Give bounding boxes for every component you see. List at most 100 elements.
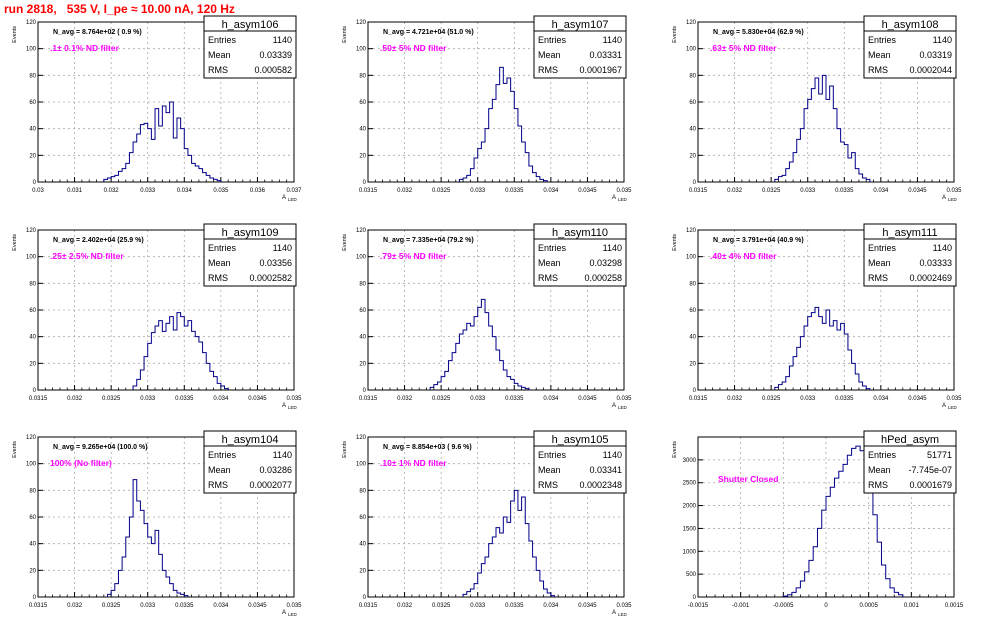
stats-label-mean: Mean: [868, 258, 891, 268]
filter-note: .79± 5% ND filter: [380, 251, 447, 261]
filter-note: .10± 1% ND filter: [380, 458, 447, 468]
y-tick-label: 80: [29, 488, 36, 494]
histogram-panel-h_asym107: 0.0315 0.032 0.0325 0.033 0.0335 0.034 0.0345 0…: [342, 15, 632, 202]
histogram-line: [132, 312, 229, 390]
x-tick-label: 0.0345: [578, 188, 597, 194]
x-axis-label: A LED: [282, 610, 298, 617]
y-tick-label: 40: [359, 542, 366, 548]
y-tick-label: 2500: [683, 481, 697, 487]
n-avg-label: N_avg = 8.854e+03 ( 9.6 %): [383, 444, 472, 451]
n-avg-label: N_avg = 7.335e+04 (79.2 %): [383, 237, 474, 244]
y-axis-label: Events: [12, 26, 18, 43]
y-tick-label: 120: [686, 228, 697, 234]
x-tick-label: 0.037: [286, 188, 302, 194]
histogram-line: [458, 66, 548, 182]
stats-box: [203, 223, 297, 287]
x-tick-label: 0.0325: [762, 396, 781, 402]
stats-label-entries: Entries: [868, 450, 897, 460]
y-tick-label: 120: [356, 228, 367, 234]
filter-note: .50± 5% ND filter: [380, 43, 447, 53]
stats-label-mean: Mean: [538, 258, 561, 268]
y-axis-label: Events: [342, 234, 348, 251]
x-axis-label: A LED: [612, 610, 628, 617]
x-tick-label: 0.0315: [29, 603, 48, 609]
y-tick-label: 80: [29, 73, 36, 79]
y-tick-label: 3000: [683, 458, 697, 464]
y-tick-label: 20: [689, 361, 696, 367]
x-axis-label: A LED: [282, 403, 298, 410]
stats-label-entries: Entries: [208, 243, 237, 253]
stats-value-rms: 0.0001679: [909, 480, 952, 490]
n-avg-label: N_avg = 3.791e+04 (40.9 %): [713, 237, 804, 244]
y-tick-label: 100: [26, 255, 37, 261]
stats-box-title: h_asym106: [222, 19, 279, 31]
y-tick-label: 2000: [683, 504, 697, 510]
y-tick-label: 0: [693, 595, 697, 601]
y-tick-label: 80: [689, 73, 696, 79]
stats-value-mean: 0.03319: [919, 50, 952, 60]
x-tick-label: 0.033: [140, 603, 156, 609]
stats-value-mean: 0.03286: [259, 465, 292, 475]
x-tick-label: 0.034: [177, 188, 193, 194]
y-tick-label: 20: [29, 153, 36, 159]
x-tick-label: 0.036: [250, 188, 266, 194]
stats-box-title: h_asym110: [552, 227, 608, 239]
stats-label-rms: RMS: [868, 273, 888, 283]
stats-value-mean: 0.03331: [589, 50, 622, 60]
stats-label-rms: RMS: [538, 273, 558, 283]
x-tick-label: 0.001: [904, 603, 920, 609]
x-tick-label: 0.0315: [359, 188, 378, 194]
x-tick-label: 0.033: [470, 603, 486, 609]
y-tick-label: 80: [359, 281, 366, 287]
y-tick-label: 1500: [683, 526, 697, 532]
x-tick-label: 0.035: [946, 188, 962, 194]
x-tick-label: 0.0325: [102, 603, 121, 609]
y-tick-label: 0: [363, 388, 367, 394]
x-tick-label: 0.0345: [908, 396, 927, 402]
y-tick-label: 80: [29, 281, 36, 287]
histogram-line: [103, 101, 222, 182]
y-tick-label: 40: [359, 127, 366, 133]
x-tick-label: 0.0325: [762, 188, 781, 194]
stats-box-title: hPed_asym: [881, 434, 939, 446]
stats-box-title: h_asym105: [552, 434, 609, 446]
x-tick-label: 0.0345: [908, 188, 927, 194]
y-tick-label: 100: [686, 47, 697, 53]
x-tick-label: 0.033: [800, 396, 816, 402]
stats-value-rms: 0.000258: [584, 273, 622, 283]
y-axis-label: Events: [342, 441, 348, 458]
y-tick-label: 60: [689, 308, 696, 314]
x-tick-label: 0.0345: [578, 396, 597, 402]
x-tick-label: 0.033: [140, 396, 156, 402]
x-tick-label: 0.034: [543, 396, 559, 402]
y-tick-label: 60: [29, 308, 36, 314]
run-title: run 2818, 535 V, I_pe ≈ 10.00 nA, 120 Hz: [4, 2, 235, 16]
x-tick-label: 0.0315: [359, 396, 378, 402]
y-tick-label: 60: [29, 100, 36, 106]
stats-value-mean: 0.03339: [259, 50, 292, 60]
x-tick-label: 0.031: [67, 188, 83, 194]
histogram-panel-h_asym110: 0.0315 0.032 0.0325 0.033 0.0335 0.034 0.0345 0…: [342, 223, 632, 410]
y-tick-label: 100: [26, 462, 37, 468]
y-tick-label: 0: [363, 180, 367, 186]
stats-box-title: h_asym108: [882, 19, 939, 31]
histogram-panel-h_asym106: 0.03 0.031 0.032 0.033 0.034 0.035 0.036 0.037 0…: [12, 15, 302, 202]
x-tick-label: 0.0335: [505, 603, 524, 609]
stats-value-entries: 1140: [933, 35, 952, 45]
x-tick-label: 0.033: [140, 188, 156, 194]
y-tick-label: 60: [29, 515, 36, 521]
y-tick-label: 120: [686, 20, 697, 26]
stats-label-mean: Mean: [208, 258, 231, 268]
stats-value-entries: 1140: [603, 450, 622, 460]
x-tick-label: 0.0315: [689, 396, 708, 402]
stats-box: [533, 430, 627, 494]
y-tick-label: 0: [693, 180, 697, 186]
y-tick-label: 20: [359, 153, 366, 159]
x-tick-label: 0.034: [543, 603, 559, 609]
y-axis-label: Events: [672, 234, 678, 251]
x-tick-label: 0.03: [32, 188, 44, 194]
stats-label-mean: Mean: [868, 465, 891, 475]
stats-label-rms: RMS: [868, 480, 888, 490]
x-tick-label: 0.0325: [102, 396, 121, 402]
y-tick-label: 40: [29, 542, 36, 548]
